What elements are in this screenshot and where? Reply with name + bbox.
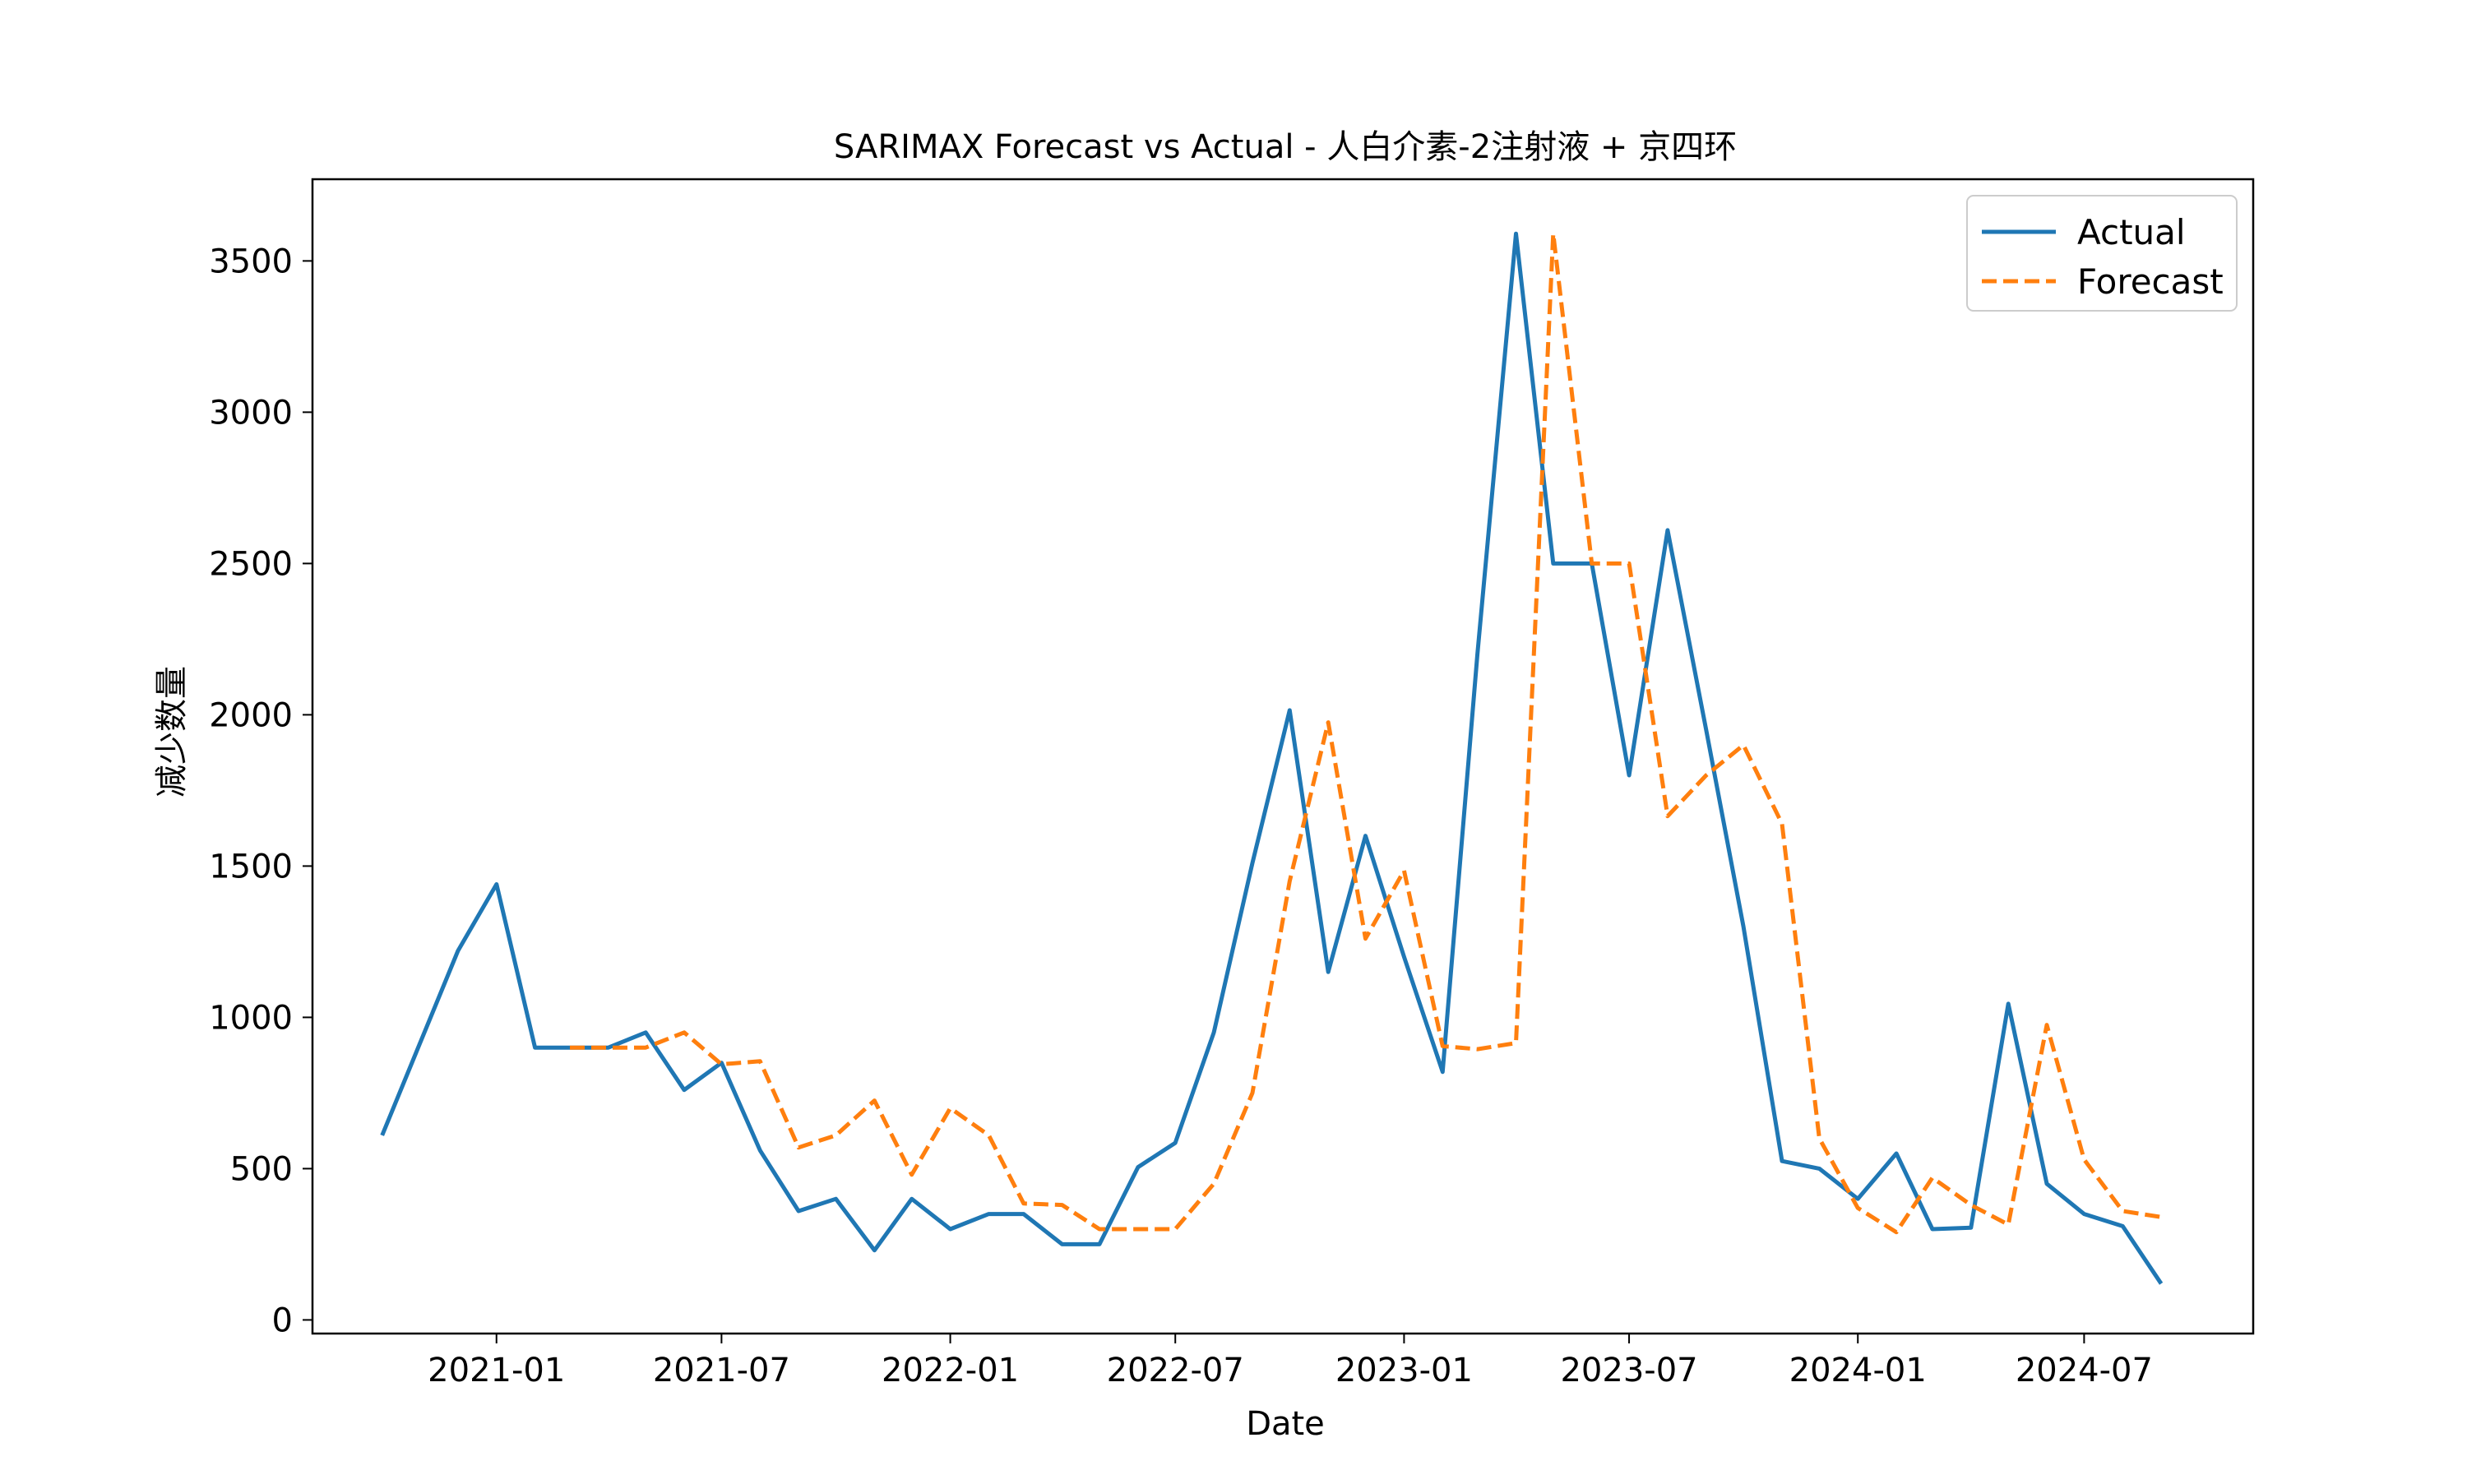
axis-ticks: 0 500 1000 1500 2000 2500 3000 3500 2021-01 2021-… (209, 243, 2153, 1389)
x-tick-label: 2021-01 (428, 1352, 565, 1389)
x-tick-label: 2021-07 (653, 1352, 790, 1389)
plot-frame (311, 178, 2255, 1335)
plot-area (311, 178, 2255, 1335)
y-tick-label: 2500 (209, 545, 293, 583)
y-tick-label: 500 (230, 1150, 293, 1188)
y-tick-label: 1500 (209, 848, 293, 885)
y-tick-label: 1000 (209, 999, 293, 1037)
legend-label-forecast: Forecast (2077, 261, 2224, 302)
y-tick-label: 3500 (209, 243, 293, 280)
legend: Actual Forecast (1966, 195, 2238, 312)
y-tick-label: 3000 (209, 394, 293, 432)
legend-label-actual: Actual (2077, 212, 2186, 252)
y-tick-label: 0 (272, 1301, 293, 1339)
x-tick-label: 2024-07 (2016, 1352, 2153, 1389)
x-axis-label: Date (1246, 1405, 1325, 1443)
series-lines (380, 231, 2164, 1285)
x-tick-label: 2022-01 (882, 1352, 1019, 1389)
x-tick-label: 2022-07 (1107, 1352, 1244, 1389)
chart-title: SARIMAX Forecast vs Actual - 人白介素-2注射液 +… (834, 128, 1737, 166)
x-tick-label: 2024-01 (1789, 1352, 1927, 1389)
y-tick-label: 2000 (209, 696, 293, 734)
x-tick-label: 2023-07 (1560, 1352, 1697, 1389)
y-axis-label: 减少数量 (153, 666, 191, 797)
series-line-actual (380, 231, 2164, 1285)
x-tick-label: 2023-01 (1335, 1352, 1473, 1389)
series-line-forecast (570, 231, 2162, 1235)
